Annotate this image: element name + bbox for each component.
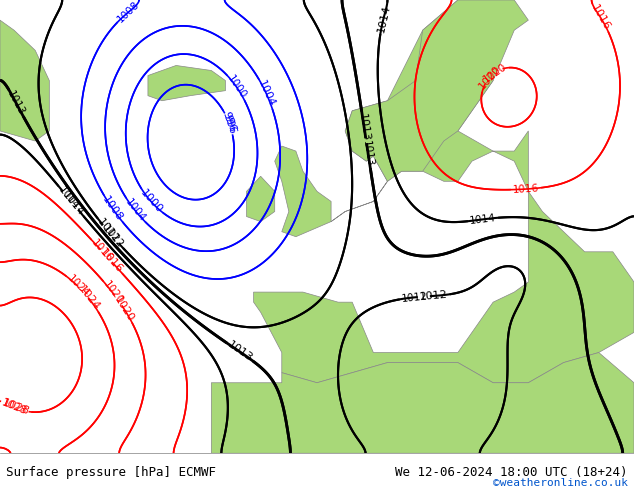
Text: 1020: 1020 [112, 294, 136, 323]
Text: 1004: 1004 [256, 79, 277, 109]
Polygon shape [148, 66, 226, 101]
Text: 1014: 1014 [56, 185, 81, 211]
Polygon shape [275, 146, 331, 237]
Text: 1016: 1016 [98, 247, 124, 275]
Text: 1024: 1024 [65, 273, 91, 299]
Text: We 12-06-2024 18:00 UTC (18+24): We 12-06-2024 18:00 UTC (18+24) [395, 466, 628, 479]
Text: 1013: 1013 [357, 113, 371, 142]
Text: 1020: 1020 [481, 61, 508, 84]
Text: 1013: 1013 [361, 139, 375, 167]
Text: 1014: 1014 [60, 190, 86, 218]
Text: 1012: 1012 [401, 291, 429, 304]
Text: ©weatheronline.co.uk: ©weatheronline.co.uk [493, 478, 628, 488]
Text: 1016: 1016 [589, 3, 612, 32]
Text: Surface pressure [hPa] ECMWF: Surface pressure [hPa] ECMWF [6, 466, 216, 479]
Text: 996: 996 [220, 111, 237, 134]
Text: 1013: 1013 [6, 89, 27, 117]
Polygon shape [247, 176, 275, 221]
Text: 1004: 1004 [123, 197, 147, 224]
Text: 1028: 1028 [0, 397, 29, 416]
Text: 1012: 1012 [95, 217, 121, 245]
Text: 1008: 1008 [116, 0, 142, 24]
Polygon shape [254, 0, 634, 383]
Text: 1028: 1028 [1, 398, 31, 417]
Text: 1016: 1016 [512, 183, 540, 195]
Text: 1020: 1020 [101, 280, 125, 306]
Text: 1008: 1008 [101, 195, 125, 223]
Text: 1012: 1012 [419, 290, 448, 302]
Polygon shape [211, 352, 634, 453]
Text: 1000: 1000 [225, 74, 249, 101]
Text: 1016: 1016 [89, 238, 114, 264]
Text: 1024: 1024 [76, 285, 101, 313]
Text: 996: 996 [221, 113, 238, 135]
Text: 1013: 1013 [226, 340, 254, 364]
Text: 1020: 1020 [476, 64, 503, 92]
Text: 1014: 1014 [469, 213, 496, 226]
Text: 1000: 1000 [138, 188, 164, 216]
Text: 1014: 1014 [375, 3, 392, 33]
Polygon shape [0, 20, 49, 141]
Polygon shape [345, 0, 528, 181]
Text: 1012: 1012 [100, 223, 126, 250]
